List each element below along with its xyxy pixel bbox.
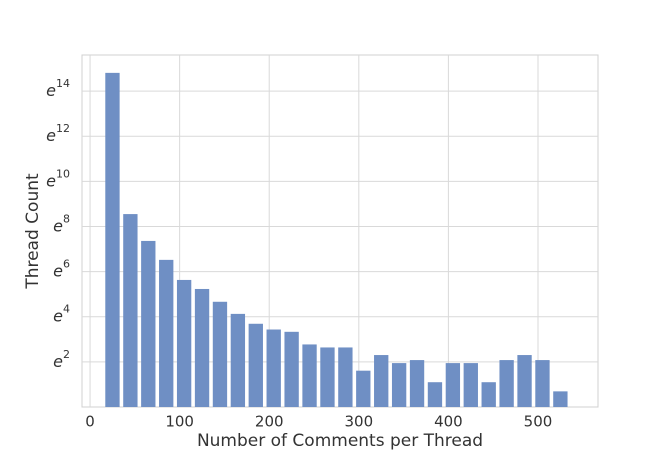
- x-tick-label: 500: [524, 413, 553, 431]
- bar: [266, 329, 281, 407]
- bar: [212, 301, 228, 407]
- bar: [481, 382, 496, 407]
- marks: [105, 72, 568, 407]
- bar: [159, 259, 174, 407]
- bar: [284, 331, 299, 407]
- x-tick-label: 0: [85, 413, 95, 431]
- x-tick-label: 100: [165, 413, 194, 431]
- bar: [302, 344, 317, 407]
- x-tick-label: 200: [255, 413, 284, 431]
- bar: [176, 279, 192, 407]
- bar: [517, 355, 532, 407]
- bar: [427, 382, 443, 407]
- y-tick-label: e2: [53, 348, 70, 371]
- bar: [105, 72, 120, 407]
- bar: [194, 288, 210, 407]
- bar: [409, 360, 425, 407]
- bar: [553, 391, 568, 407]
- bar: [391, 363, 407, 407]
- y-tick-label: e10: [46, 167, 70, 190]
- x-axis-label: Number of Comments per Thread: [197, 431, 483, 451]
- bar: [374, 355, 389, 407]
- y-axis-label: Thread Count: [23, 173, 43, 290]
- y-tick-label: e14: [46, 77, 70, 100]
- bar: [338, 347, 353, 407]
- bar: [320, 347, 335, 407]
- bar: [445, 363, 461, 407]
- bar: [123, 214, 138, 407]
- bar: [230, 313, 246, 407]
- x-tick-label: 300: [344, 413, 373, 431]
- bar: [356, 370, 371, 407]
- bar: [141, 240, 156, 407]
- y-tick-label: e6: [53, 258, 70, 281]
- bar: [499, 360, 514, 407]
- y-tick-label: e12: [46, 122, 70, 145]
- y-tick-label: e8: [53, 212, 70, 235]
- bar: [535, 360, 550, 407]
- bar: [463, 363, 478, 407]
- y-tick-label: e4: [53, 303, 70, 326]
- x-tick-label: 400: [434, 413, 463, 431]
- bar: [248, 323, 263, 407]
